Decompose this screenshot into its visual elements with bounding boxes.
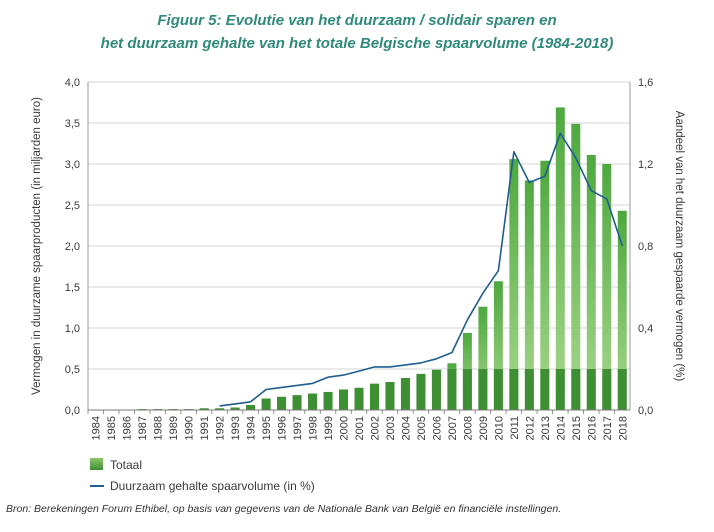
x-tick-label: 2007 [447, 416, 459, 440]
x-tick-label: 2012 [524, 416, 536, 440]
bar-base [354, 387, 364, 410]
y2-tick-label: 0,8 [638, 241, 653, 253]
y2-axis-label: Aandeel van het duurzaam gespaarde vermo… [673, 111, 685, 382]
bar-base [385, 382, 395, 410]
bar-base [230, 407, 240, 410]
x-tick-label: 1998 [308, 416, 320, 440]
bar-totaal [555, 107, 565, 411]
bar-base [462, 369, 472, 410]
bar-totaal [524, 180, 534, 410]
bar-base [199, 408, 209, 410]
line-duurzaam-gehalte [219, 132, 624, 407]
x-tick-label: 2008 [462, 416, 474, 440]
x-tick-label: 1994 [246, 416, 258, 440]
x-tick-label: 1996 [277, 416, 289, 440]
x-tick-label: 2018 [617, 416, 629, 440]
bar-base [524, 369, 534, 410]
x-tick-label: 2016 [586, 416, 598, 440]
x-tick-label: 2010 [493, 416, 505, 440]
bar-base [308, 393, 318, 410]
x-tick-label: 2011 [509, 416, 521, 440]
y2-tick-label: 1,6 [638, 77, 653, 89]
bar-totaal [586, 154, 596, 410]
bar-base [617, 369, 627, 410]
x-tick-label: 2006 [431, 416, 443, 440]
x-tick-label: 1992 [215, 416, 227, 440]
bar-base [602, 369, 612, 410]
chart-area: 0,0 0,5 1,0 1,5 2,0 2,5 3,0 3,5 4,0 0,0 0,4 0,8 1,2 1… [31, 77, 685, 493]
y-tick-label: 2,5 [65, 200, 80, 212]
x-tick-label: 2002 [369, 416, 381, 440]
bar-base [292, 395, 302, 410]
y-axis-label: Vermogen in duurzame spaarproducten (in … [31, 97, 43, 395]
bar-base [555, 369, 565, 410]
y2-tick-label: 1,2 [638, 159, 653, 171]
bar-base [586, 369, 596, 410]
legend-swatch-totaal [90, 458, 103, 470]
y-tick-label: 3,0 [65, 159, 80, 171]
x-tick-label: 1993 [230, 416, 242, 440]
bar-base [509, 369, 519, 410]
bar-base [277, 396, 287, 410]
bar-base [447, 369, 457, 410]
bar-totaal [478, 306, 488, 410]
legend: Totaal Duurzaam gehalte spaarvolume (in … [90, 458, 315, 493]
x-tick-label: 2001 [354, 416, 366, 440]
x-tick-label: 1991 [199, 416, 211, 440]
x-tick-label: 2015 [571, 416, 583, 440]
bar-base [369, 383, 379, 410]
bar-base [339, 389, 349, 410]
x-tick-label: 1985 [106, 416, 118, 440]
x-tick-label: 1986 [122, 416, 134, 440]
x-tick-label: 2014 [555, 416, 567, 440]
x-tick-label: 2003 [385, 416, 397, 440]
bar-totaal [571, 123, 581, 410]
bar-base [493, 369, 503, 410]
x-tick-label: 2013 [540, 416, 552, 440]
x-tick-label: 1997 [292, 416, 304, 440]
y-tick-label: 1,0 [65, 323, 80, 335]
bar-base [571, 369, 581, 410]
y2-tick-label: 0,0 [638, 405, 653, 417]
bar-base [540, 369, 550, 410]
x-tick-label: 2017 [602, 416, 614, 440]
y-tick-label: 0,5 [65, 364, 80, 376]
bar-base [215, 408, 225, 410]
y-tick-label: 1,5 [65, 282, 80, 294]
bar-base [431, 369, 441, 410]
bar-base [416, 373, 426, 410]
x-tick-label: 1984 [91, 416, 103, 440]
bar-base [246, 405, 256, 410]
x-tick-label: 2004 [400, 416, 412, 440]
bar-totaal [509, 159, 519, 410]
bar-totaal [493, 281, 503, 410]
x-tick-label: 1995 [261, 416, 273, 440]
legend-label-line: Duurzaam gehalte spaarvolume (in %) [110, 479, 315, 493]
x-tick-label: 1999 [323, 416, 335, 440]
bar-totaal [617, 210, 627, 410]
bar-totaal [602, 164, 612, 410]
x-tick-label: 1988 [153, 416, 165, 440]
source-note: Bron: Berekeningen Forum Ethibel, op bas… [6, 503, 562, 515]
y-tick-label: 0,0 [65, 405, 80, 417]
x-tick-label: 2000 [339, 416, 351, 440]
legend-label-totaal: Totaal [110, 458, 142, 472]
x-tick-label: 1990 [184, 416, 196, 440]
y-tick-label: 4,0 [65, 77, 80, 89]
bar-base [478, 369, 488, 410]
x-tick-label: 1989 [168, 416, 180, 440]
bar-base [261, 398, 271, 410]
y-tick-label: 2,0 [65, 241, 80, 253]
x-tick-label: 2009 [478, 416, 490, 440]
x-tick-label: 1987 [137, 416, 149, 440]
y2-tick-label: 0,4 [638, 323, 653, 335]
chart-title-line-2: het duurzaam gehalte van het totale Belg… [100, 35, 614, 52]
bar-totaal [540, 160, 550, 410]
x-tick-label: 2005 [416, 416, 428, 440]
bar-base [323, 391, 333, 410]
y-tick-label: 3,5 [65, 118, 80, 130]
bar-base [400, 378, 410, 410]
chart-title-line-1: Figuur 5: Evolutie van het duurzaam / so… [157, 12, 557, 29]
